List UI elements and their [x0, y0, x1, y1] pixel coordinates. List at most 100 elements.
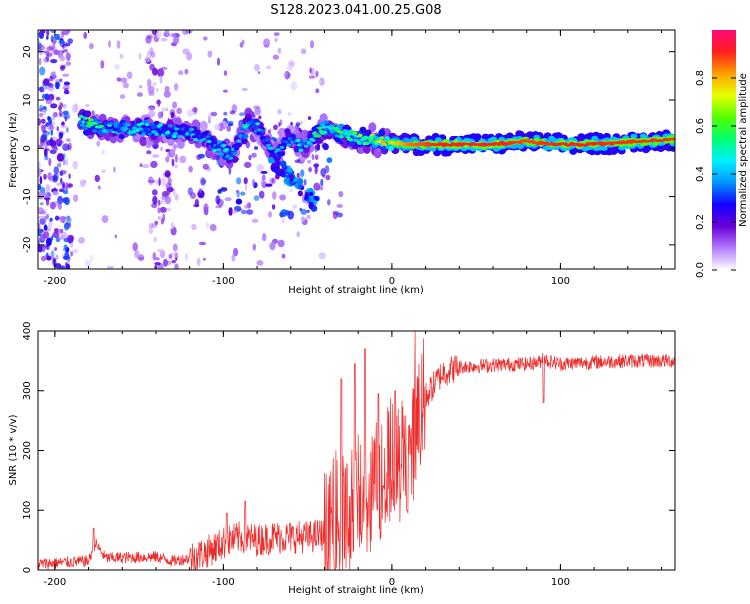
spectrogram-noise-blob [314, 154, 319, 161]
spectrogram-noise-blob [241, 39, 245, 45]
spectrogram-noise-blob [282, 217, 285, 224]
spectrogram-noise-blob [57, 195, 64, 205]
spectrogram-noise-blob [241, 87, 248, 92]
spectrogram-noise-blob [58, 105, 62, 111]
spectrogram-ridge-cell [249, 118, 255, 122]
spectrogram-noise-blob [261, 181, 268, 189]
spectrogram-noise-blob [231, 254, 236, 262]
spectrogram-noise-blob [66, 218, 73, 222]
spectrogram-branch-cell [286, 167, 293, 173]
spectrogram-noise-blob [52, 145, 58, 149]
spectrogram-noise-blob [217, 57, 220, 66]
spectrogram-ridge-cell [189, 127, 195, 131]
spectrogram-branch-cell [297, 190, 303, 197]
spectrogram-noise-blob [308, 166, 312, 173]
spectrogram-noise-blob [57, 162, 62, 168]
spectrogram-noise-blob [138, 254, 145, 262]
spectrogram-ridge-cell [112, 128, 118, 132]
spectrogram-ridge-cell [535, 143, 541, 146]
spectrogram-frame [37, 29, 676, 270]
spectrogram-noise-blob [318, 79, 322, 85]
spectrogram-noise-blob [300, 208, 308, 215]
spectrogram-ridge-cell [310, 138, 316, 142]
spectrogram-noise-blob [44, 192, 52, 199]
spectrogram-ridge-cell [368, 138, 374, 142]
spectrogram-noise-blob [159, 75, 163, 84]
spectrogram-ridge-cell [268, 146, 274, 150]
spectrogram-noise-blob [332, 210, 340, 215]
spectrogram-noise-blob [223, 111, 228, 116]
spectrogram-noise-blob [157, 99, 161, 107]
spectrogram-noise-blob [281, 253, 286, 259]
spectrogram-noise-blob [56, 126, 59, 132]
spectrogram-branch-cell [308, 191, 314, 197]
snr-y-tick-label: 0 [22, 567, 33, 573]
snr-y-tick-label: 200 [22, 441, 33, 460]
spectrogram-noise-blob [289, 188, 293, 193]
spectrogram-ridge-cell [208, 137, 214, 141]
spectrogram-ridge-cell [321, 125, 327, 129]
spectrogram-noise-blob [325, 174, 331, 181]
spectrogram-noise-blob [138, 52, 142, 61]
spectrogram-ridge-cell [150, 123, 156, 127]
spectrogram-noise-blob [46, 35, 49, 40]
spectrogram-ridge-cell [468, 144, 474, 147]
spectrogram-noise-blob [193, 204, 200, 208]
spectrogram-noise-blob [217, 122, 224, 132]
spectrogram-noise-blob [157, 68, 165, 77]
spectrogram-ridge-cell [443, 139, 450, 143]
spectrogram-noise-blob [278, 122, 281, 127]
spectrogram-noise-blob [205, 222, 210, 229]
spectrogram-noise-blob [258, 115, 262, 120]
spectrogram-noise-blob [273, 32, 280, 36]
spectrogram-y-axis-label: Frequency (Hz) [8, 112, 19, 188]
spectrogram-noise-blob [164, 85, 170, 92]
spectrogram-ridge-cell [337, 130, 343, 134]
spectrogram-y-tick-label: 10 [22, 94, 33, 107]
spectrogram-noise-blob [260, 170, 268, 174]
spectrogram-noise-blob [39, 44, 45, 51]
snr-x-tick-label: -200 [44, 577, 67, 588]
spectrogram-ridge-cell [248, 121, 254, 125]
snr-plot-area [38, 331, 675, 570]
snr-ticks: -200 -100 0 100 0 100 200 300 400 [22, 321, 675, 588]
spectrogram-noise-blob [62, 64, 67, 70]
spectrogram-noise-blob [244, 161, 252, 168]
spectrogram-ridge-cell [228, 156, 234, 160]
spectrogram-noise-blob [182, 48, 190, 55]
spectrogram-noise-blob [114, 64, 120, 70]
spectrogram-ridge-cell [240, 137, 248, 145]
spectrogram-ridge-cell [92, 129, 98, 133]
spectrogram-noise-blob [38, 222, 41, 230]
spectrogram-branch-cell [280, 160, 287, 169]
spectrogram-ridge-cell [195, 129, 201, 133]
spectrogram-noise-blob [39, 202, 44, 206]
spectrogram-noise-blob [235, 190, 240, 194]
spectrogram-noise-blob [306, 209, 310, 213]
spectrogram-noise-blob [160, 37, 168, 42]
spectrogram-ridge-cell [193, 138, 199, 142]
spectrogram-ridge-cell [144, 122, 150, 127]
spectrogram-noise-blob [307, 116, 312, 120]
spectrogram-plot-area [38, 30, 675, 269]
spectrogram-noise-blob [59, 169, 67, 175]
spectrogram-noise-blob [311, 153, 315, 161]
spectrogram-noise-blob [253, 195, 260, 202]
spectrogram-noise-blob [49, 201, 56, 210]
colorbar-tick-label: 0.2 [695, 214, 706, 230]
spectrogram-noise-blob [274, 37, 278, 42]
spectrogram-ridge-cell [221, 143, 227, 147]
spectrogram-noise-blob [244, 204, 249, 209]
snr-x-tick-label: -100 [212, 577, 235, 588]
spectrogram-ridge-cell [441, 144, 447, 147]
spectrogram-noise-blob [78, 237, 85, 244]
spectrogram-noise-blob [223, 70, 228, 76]
spectrogram-noise-blob [256, 164, 264, 172]
spectrogram-ridge-cell [78, 114, 84, 119]
spectrogram-noise-blob [59, 216, 64, 223]
spectrogram-noise-blob [263, 38, 271, 48]
spectrogram-y-tick-label: 0 [22, 145, 33, 151]
spectrogram-noise-blob [94, 174, 101, 183]
spectrogram-noise-blob [243, 177, 248, 185]
